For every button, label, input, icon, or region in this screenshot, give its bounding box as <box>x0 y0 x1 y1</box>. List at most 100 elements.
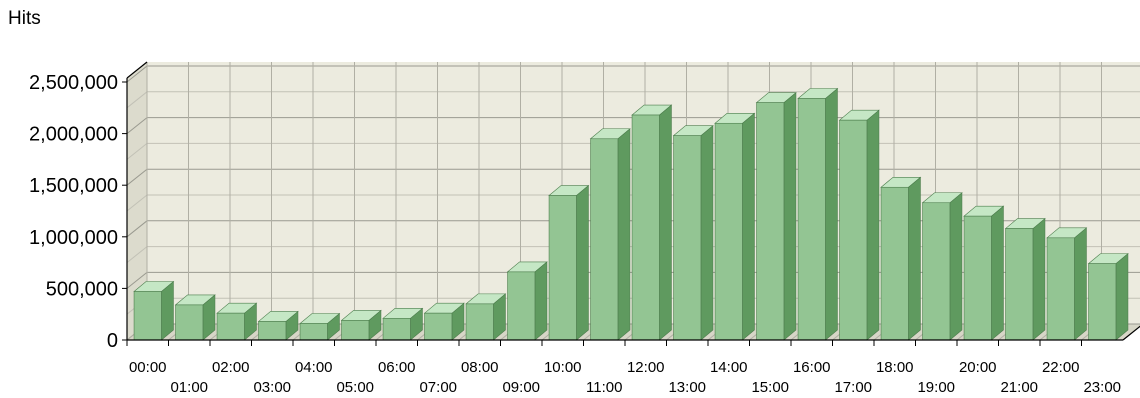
bar <box>465 293 507 341</box>
bar-front <box>299 323 328 341</box>
x-axis: 00:0001:0002:0003:0004:0005:0006:0007:00… <box>126 325 1140 396</box>
x-tick-label: 17:00 <box>834 379 872 396</box>
bars <box>133 87 1129 341</box>
bar-front <box>880 186 909 341</box>
bar <box>714 112 756 341</box>
bar <box>1087 252 1129 341</box>
x-tick-label: 20:00 <box>959 359 997 376</box>
bar <box>216 302 258 341</box>
bar <box>921 192 963 341</box>
bar-front <box>133 291 162 341</box>
x-tick-label: 21:00 <box>1000 379 1038 396</box>
bar-front <box>590 138 619 341</box>
bar <box>299 312 341 341</box>
bar <box>174 294 216 341</box>
bar-side <box>908 176 921 341</box>
bar-front <box>424 312 453 341</box>
bar-front <box>258 321 287 341</box>
x-tick-label: 23:00 <box>1083 379 1121 396</box>
bar <box>589 128 631 341</box>
bar-side <box>534 261 548 341</box>
x-tick-label: 16:00 <box>793 359 831 376</box>
bar <box>133 280 175 341</box>
x-tick-label: 00:00 <box>129 359 167 376</box>
bar <box>880 176 922 341</box>
y-axis-top-edge <box>126 61 148 79</box>
bar <box>257 310 299 341</box>
bar-front <box>465 303 494 341</box>
bar <box>1046 227 1088 341</box>
y-axis: 0 500,000 1,000,000 1,500,000 2,000,000 2,500… <box>29 61 148 352</box>
bar <box>340 309 382 341</box>
x-tick-label: 04:00 <box>295 359 333 376</box>
bar-front <box>1046 237 1075 341</box>
y-tick-label: 1,000,000 <box>29 227 118 249</box>
bar-side <box>1032 217 1046 341</box>
bar-front <box>631 114 660 341</box>
bar-front <box>175 304 204 341</box>
x-tick-label: 12:00 <box>627 359 665 376</box>
bar <box>838 109 880 341</box>
x-tick-label: 15:00 <box>751 379 789 396</box>
bar-front <box>216 312 245 341</box>
x-tick-label: 11:00 <box>586 379 622 396</box>
bar <box>963 205 1005 341</box>
bar-front <box>756 102 785 341</box>
bar-front <box>714 122 743 341</box>
x-tick-label: 19:00 <box>917 379 955 396</box>
bar-side <box>825 87 838 341</box>
y-tick-label: 2,500,000 <box>29 72 118 94</box>
chart-title: Hits <box>8 8 41 29</box>
x-tick-label: 05:00 <box>336 379 374 396</box>
bar-front <box>1088 263 1117 341</box>
x-tick-label: 07:00 <box>419 379 457 396</box>
y-tick-label: 2,000,000 <box>29 124 118 146</box>
x-tick-label: 18:00 <box>876 359 914 376</box>
bar-side <box>617 128 631 341</box>
bar <box>672 125 714 341</box>
bar-front <box>382 318 411 341</box>
x-tick-label: 09:00 <box>502 379 540 396</box>
y-tick-label: 1,500,000 <box>29 175 118 197</box>
x-tick-label: 01:00 <box>170 379 208 396</box>
x-tick-label: 06:00 <box>378 359 416 376</box>
bar-front <box>507 271 536 341</box>
bar-front <box>797 98 826 341</box>
bar-side <box>576 184 589 341</box>
bar <box>506 261 548 341</box>
x-tick-label: 03:00 <box>253 379 291 396</box>
bar <box>423 302 465 341</box>
x-tick-label: 13:00 <box>668 379 706 396</box>
bar-side <box>949 192 963 341</box>
bar <box>382 307 424 341</box>
bar-side <box>783 91 797 341</box>
bar <box>797 87 839 341</box>
bar-side <box>659 104 672 341</box>
bar <box>1004 217 1046 341</box>
bar-side <box>700 125 714 341</box>
bar-front <box>548 195 577 341</box>
bar-side <box>991 205 1004 341</box>
bar-front <box>963 215 992 341</box>
bar <box>631 104 673 341</box>
x-tick-label: 14:00 <box>710 359 748 376</box>
bar-side <box>866 109 880 341</box>
bar <box>755 91 797 341</box>
bar-side <box>742 112 755 341</box>
x-tick-label: 10:00 <box>544 359 582 376</box>
bar-side <box>1115 252 1129 341</box>
y-tick-label: 500,000 <box>46 278 118 300</box>
bar-front <box>673 135 702 341</box>
bar-front <box>1005 228 1034 341</box>
y-tick-label: 0 <box>107 330 118 352</box>
x-tick-label: 08:00 <box>461 359 499 376</box>
x-tick-label: 22:00 <box>1042 359 1080 376</box>
bar-side <box>1074 227 1087 341</box>
x-tick-label: 02:00 <box>212 359 250 376</box>
side-wall <box>127 62 147 340</box>
bar <box>548 184 590 341</box>
bar-front <box>839 119 868 341</box>
bar-front <box>341 320 370 341</box>
bar-front <box>922 202 951 341</box>
